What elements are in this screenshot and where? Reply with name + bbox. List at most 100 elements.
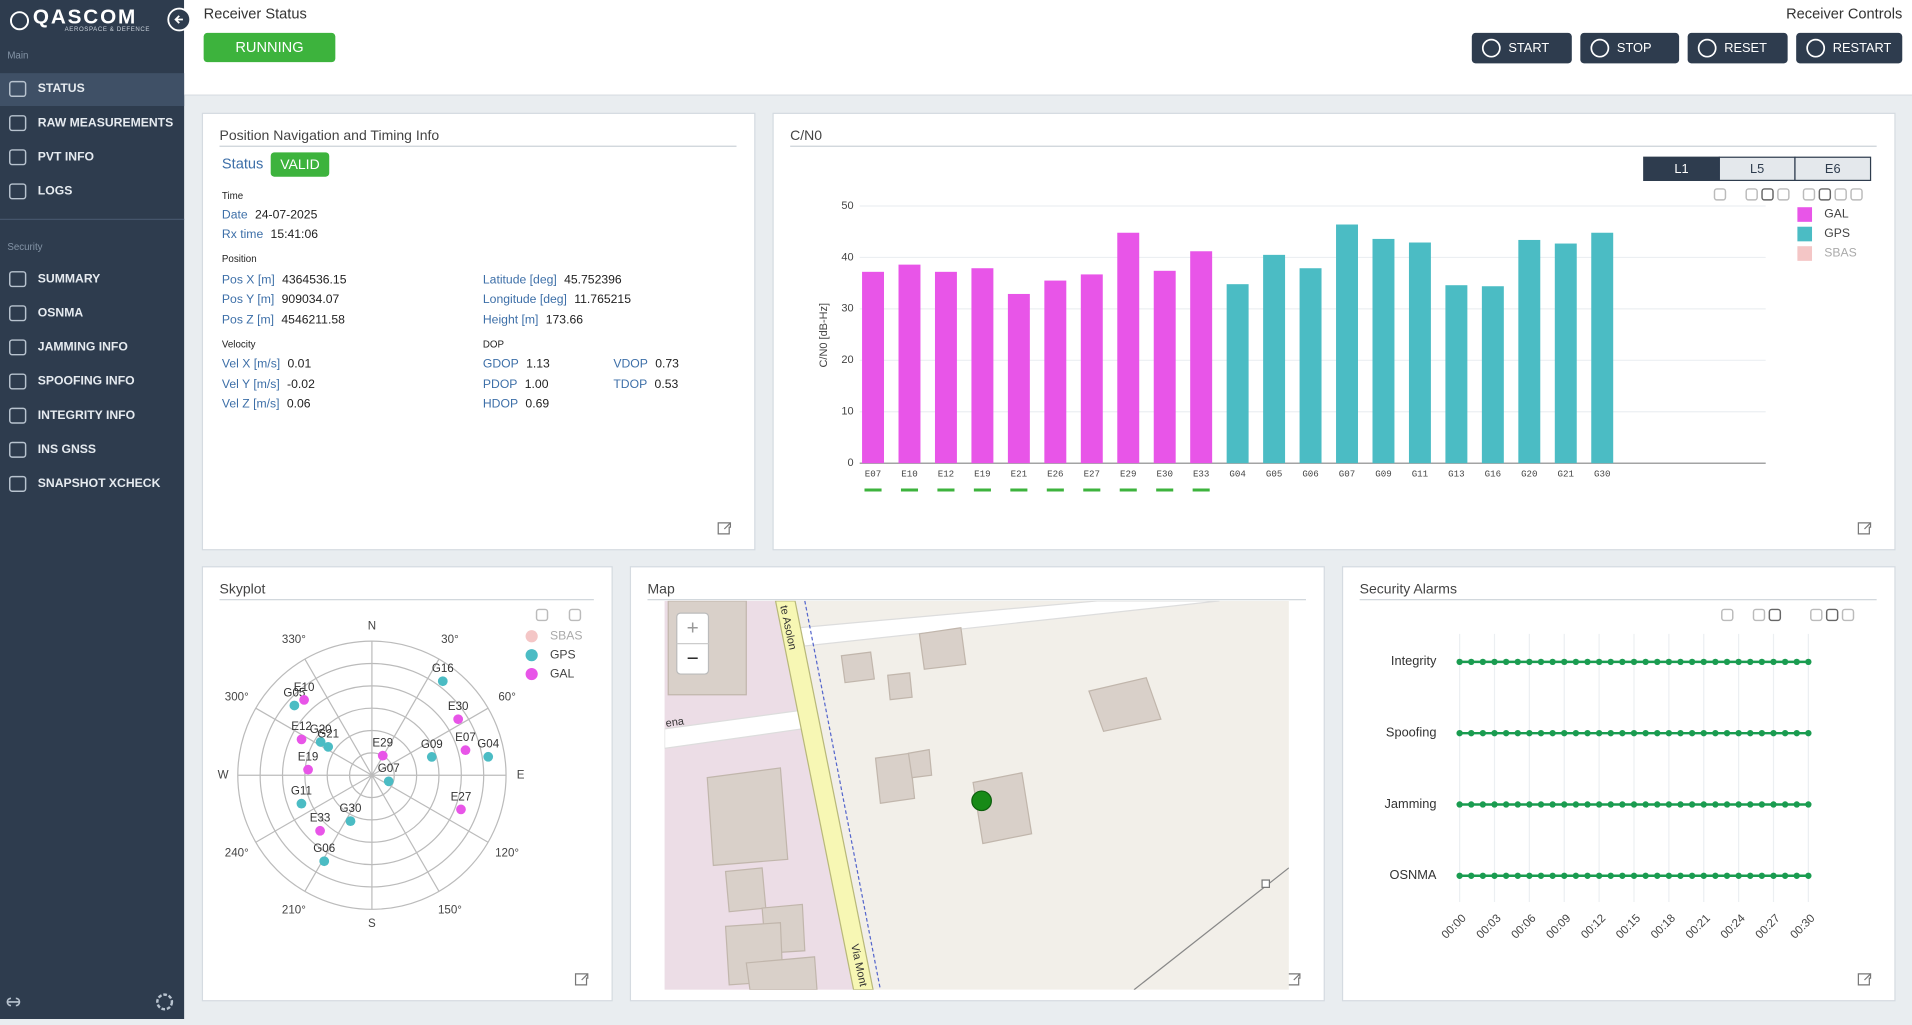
satellite [319,856,330,867]
alarm-point [1549,872,1556,879]
nav-item[interactable]: PVT INFO [9,149,94,166]
alarm-point [1758,872,1766,879]
band-tab-label: L5 [1750,161,1764,176]
alarm-point [1526,801,1533,808]
legend-item[interactable]: SBAS [525,628,583,642]
nav-icon [9,475,27,492]
nav-item[interactable]: RAW MEASUREMENTS [9,115,173,132]
field: Vel Y [m/s] -0.02 [222,377,315,391]
angle-label: N [368,621,376,633]
alarm-point [1607,801,1614,808]
satellite-label: G07 [378,763,400,775]
alarm-point [1456,872,1463,879]
angle-label: 330° [282,634,306,646]
alarm-point [1642,658,1649,666]
toolbar-icon[interactable] [535,608,549,622]
nav-item[interactable]: INS GNSS [9,441,96,458]
nav-icon [9,149,27,166]
toolbar-icon[interactable] [1745,188,1758,201]
x-tick-label: G04 [1229,469,1246,480]
section-heading: Velocity [222,340,256,351]
control-button[interactable]: STOP [1580,32,1680,64]
legend-swatch [1797,226,1813,242]
satellite [456,804,466,815]
control-button[interactable]: START [1471,32,1572,64]
alarm-point [1747,658,1754,666]
toolbar-icon[interactable] [1761,188,1774,201]
alarm-point [1526,729,1533,737]
alarm-point [1781,658,1789,666]
running-badge [203,32,336,63]
panel-title: Skyplot [219,581,265,597]
toolbar-icon[interactable] [1850,188,1863,201]
link-icon[interactable] [6,997,21,1007]
alarm-point [1723,801,1731,808]
satellite-label: G05 [283,687,305,699]
alarm-point [1747,729,1754,737]
control-button[interactable]: RESTART [1796,32,1903,64]
alarm-point [1537,658,1545,666]
section-heading: Time [222,191,243,202]
path-line [1133,867,1289,990]
toolbar-icon[interactable] [1721,608,1734,622]
nav-item[interactable]: STATUS [0,73,185,107]
legend-item[interactable]: GPS [1797,226,1850,242]
toolbar-icon[interactable] [1768,608,1782,622]
toolbar-icon[interactable] [1834,188,1847,201]
polar-spoke [255,774,373,843]
field-label: GDOP [483,357,519,371]
toolbar-icon[interactable] [1752,608,1766,622]
toolbar-icon[interactable] [1825,608,1839,622]
alarm-point [1537,729,1545,737]
valid-text: VALID [280,156,319,172]
angle-label: E [517,769,525,781]
popout-icon[interactable] [717,522,732,535]
toolbar-icon[interactable] [1777,188,1790,201]
toolbar-icon[interactable] [1802,188,1816,201]
satellite-label: E33 [310,813,331,825]
nav-item[interactable]: SUMMARY [9,271,101,288]
popout-icon[interactable] [574,973,589,986]
toolbar-icon[interactable] [568,608,582,622]
section-heading: DOP [483,340,504,351]
nav-item[interactable]: SNAPSHOT XCHECK [9,475,161,492]
legend-item[interactable]: GAL [1797,207,1849,222]
brand: QASCOM [33,6,137,29]
zoom-in[interactable]: + [687,616,699,639]
popout-icon[interactable] [1857,973,1872,986]
alarm-point [1549,729,1556,737]
nav-icon [9,115,27,132]
alarm-point [1502,801,1510,808]
row-label: Integrity [1391,653,1437,668]
building [706,767,789,867]
toolbar-icon[interactable] [1841,608,1855,622]
nav-item[interactable]: SPOOFING INFO [9,373,135,390]
legend-item[interactable]: GPS [525,647,576,661]
control-button[interactable]: RESET [1687,32,1788,64]
alarm-point [1688,801,1696,808]
settings-icon[interactable] [156,993,174,1011]
nav-item[interactable]: INTEGRITY INFO [9,407,135,424]
nav-item[interactable]: JAMMING INFO [9,339,128,356]
nav-item[interactable]: OSNMA [9,305,84,322]
alarm-point [1561,801,1568,808]
alarm-point [1479,801,1487,808]
field-value: 11.765215 [574,292,631,306]
band-tab[interactable] [1794,156,1872,182]
nav-label: RAW MEASUREMENTS [38,115,173,129]
toolbar-icon[interactable] [1713,188,1727,201]
toolbar-icon[interactable] [1810,608,1823,622]
legend-item[interactable]: SBAS [1797,246,1857,261]
alarm-point [1642,801,1649,808]
toolbar-icon[interactable] [1818,188,1832,201]
nav-item[interactable]: LOGS [9,183,73,200]
legend-item[interactable]: GAL [525,666,575,680]
polar-spoke [255,707,373,776]
angle-label: 210° [282,904,306,916]
alarm-point [1502,872,1510,879]
zoom-out[interactable]: − [687,647,699,670]
popout-icon[interactable] [1857,522,1872,535]
satellite-label: E30 [448,701,469,713]
bar [1153,270,1176,464]
